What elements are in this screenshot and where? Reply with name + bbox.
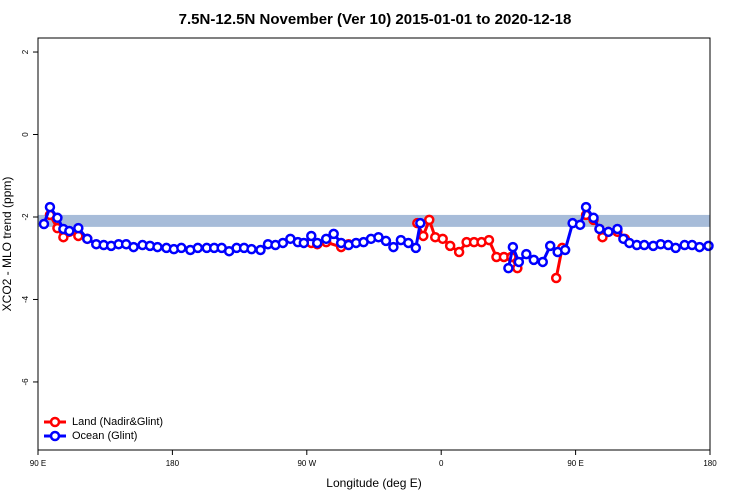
point [670, 242, 681, 254]
point [38, 218, 50, 230]
point [503, 262, 514, 274]
point [418, 230, 429, 242]
point [410, 242, 422, 254]
point [415, 217, 426, 229]
x-tick-label: 0 [439, 459, 444, 468]
y-tick-label: -4 [21, 295, 30, 303]
point [312, 237, 323, 249]
x-tick-label: 180 [703, 459, 717, 468]
point [528, 254, 540, 266]
point [483, 234, 495, 246]
point [537, 256, 548, 268]
point [437, 233, 448, 245]
y-tick-label: -2 [21, 213, 30, 221]
point [559, 244, 571, 256]
point [277, 237, 289, 249]
y-tick-label: -6 [21, 378, 30, 386]
point [703, 240, 714, 252]
y-axis-label: XCO2 - MLO trend (ppm) [0, 177, 14, 312]
point [544, 240, 556, 252]
point [44, 201, 56, 213]
reference-band [38, 214, 710, 227]
point [550, 272, 562, 284]
point [82, 233, 93, 245]
point [380, 235, 392, 247]
point [507, 241, 519, 253]
point [594, 223, 605, 235]
point [328, 228, 339, 240]
point [192, 242, 204, 254]
point [306, 230, 317, 242]
point [320, 233, 332, 245]
legend-marker [49, 430, 61, 442]
legend-label: Ocean (Glint) [72, 430, 137, 442]
legend-marker [49, 416, 61, 428]
chart-title: 7.5N-12.5N November (Ver 10) 2015-01-01 … [179, 11, 572, 28]
point [612, 223, 623, 235]
legend-label: Land (Nadir&Glint) [72, 416, 163, 428]
point [580, 201, 592, 213]
x-axis-label: Longitude (deg E) [326, 476, 421, 490]
point [603, 226, 614, 238]
point [521, 248, 532, 260]
point [255, 244, 266, 256]
point [403, 237, 414, 249]
point [574, 219, 586, 231]
point [152, 241, 163, 253]
x-tick-label: 90 E [30, 459, 46, 468]
point [73, 222, 84, 234]
point [513, 256, 525, 268]
point [176, 242, 187, 254]
point [453, 246, 465, 258]
point [588, 212, 599, 224]
x-tick-label: 90 E [567, 459, 583, 468]
point [388, 241, 399, 253]
point [639, 239, 650, 251]
point [52, 212, 63, 224]
x-tick-label: 90 W [297, 459, 316, 468]
y-tick-label: 2 [21, 49, 30, 54]
point [298, 237, 310, 249]
plot-frame [37, 37, 711, 451]
point [444, 240, 456, 252]
point [246, 243, 257, 255]
point [64, 225, 75, 237]
point [694, 241, 705, 253]
point [424, 214, 435, 226]
y-tick-label: 0 [21, 132, 30, 137]
point [128, 241, 139, 253]
x-tick-label: 180 [166, 459, 180, 468]
